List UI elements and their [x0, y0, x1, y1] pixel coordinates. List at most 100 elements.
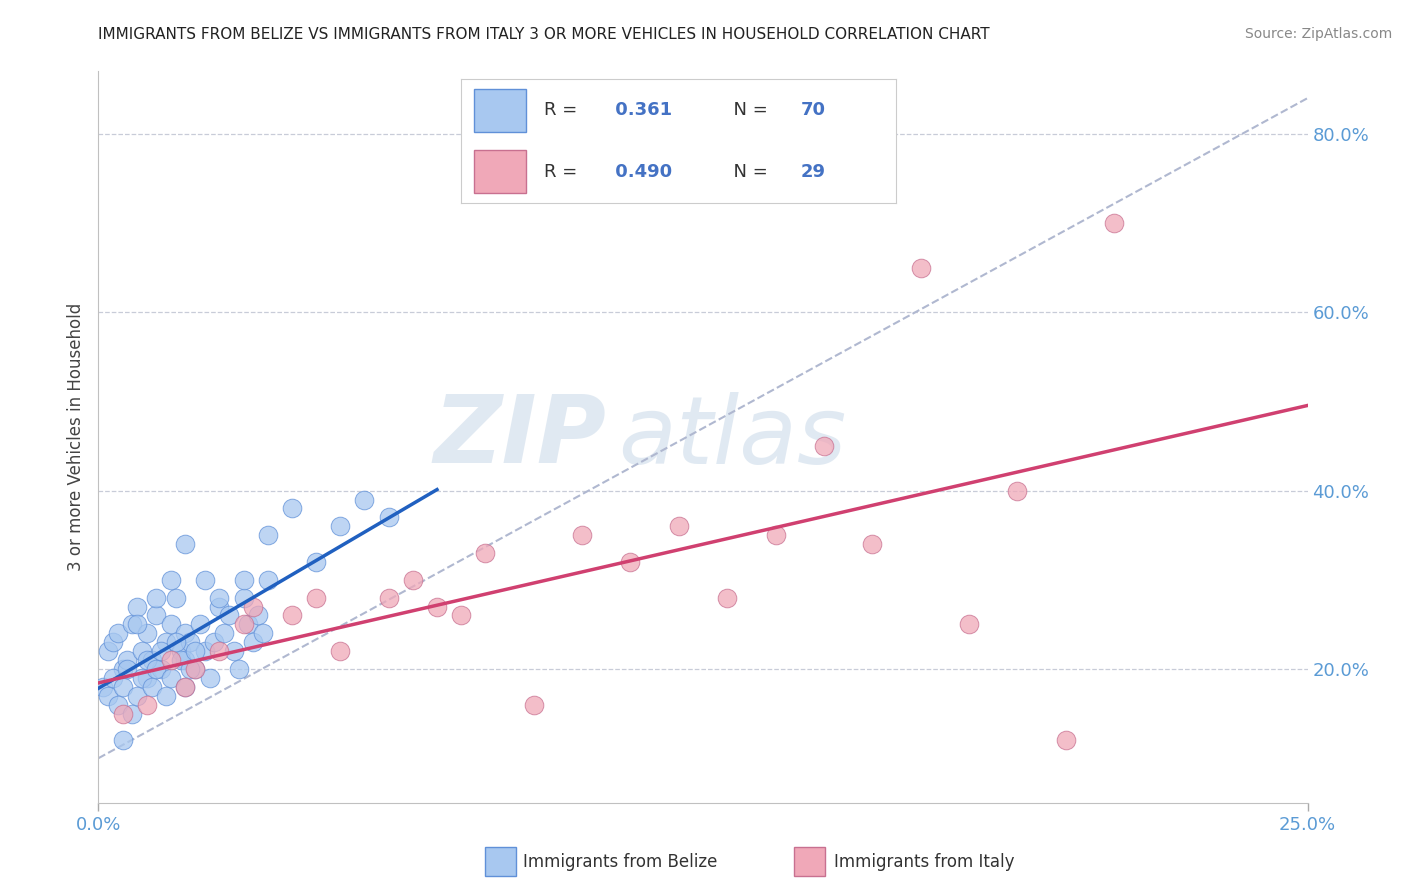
Point: [101, 635, 124, 649]
Point: [135, 626, 157, 640]
Point: [1054, 733, 1077, 747]
Point: [860, 537, 883, 551]
Point: [1102, 216, 1125, 230]
Point: [329, 519, 352, 533]
Point: [957, 617, 980, 632]
Point: [1007, 483, 1029, 498]
Text: Immigrants from Italy: Immigrants from Italy: [834, 853, 1014, 871]
Point: [155, 689, 177, 703]
Point: [111, 733, 134, 747]
Point: [222, 644, 245, 658]
Point: [208, 644, 231, 658]
Point: [127, 617, 149, 632]
Point: [121, 706, 143, 721]
Point: [160, 573, 183, 587]
Point: [198, 671, 221, 685]
Point: [131, 671, 153, 685]
Point: [135, 671, 157, 685]
Point: [135, 698, 157, 712]
Point: [377, 510, 399, 524]
Point: [97, 644, 120, 658]
Point: [135, 653, 157, 667]
Point: [305, 591, 328, 605]
Point: [571, 528, 593, 542]
Point: [281, 501, 304, 516]
Point: [668, 519, 690, 533]
Point: [377, 591, 399, 605]
Point: [174, 626, 197, 640]
Point: [353, 492, 375, 507]
Point: [179, 662, 201, 676]
Point: [101, 671, 124, 685]
Point: [174, 537, 197, 551]
Point: [127, 689, 149, 703]
Point: [160, 671, 183, 685]
Point: [117, 653, 139, 667]
Point: [91, 680, 114, 694]
Point: [160, 653, 183, 667]
Point: [329, 644, 352, 658]
Point: [232, 573, 254, 587]
Point: [174, 653, 197, 667]
Point: [218, 608, 240, 623]
Point: [204, 635, 226, 649]
Point: [184, 662, 207, 676]
Point: [228, 662, 250, 676]
Point: [474, 546, 496, 560]
Point: [232, 591, 254, 605]
Point: [619, 555, 641, 569]
Point: [165, 591, 187, 605]
Point: [165, 635, 187, 649]
Point: [813, 439, 835, 453]
Point: [716, 591, 738, 605]
Text: ZIP: ZIP: [433, 391, 606, 483]
Text: IMMIGRANTS FROM BELIZE VS IMMIGRANTS FROM ITALY 3 OR MORE VEHICLES IN HOUSEHOLD : IMMIGRANTS FROM BELIZE VS IMMIGRANTS FRO…: [98, 27, 990, 42]
Point: [145, 608, 167, 623]
Point: [150, 644, 173, 658]
Point: [450, 608, 472, 623]
Point: [145, 591, 167, 605]
Point: [242, 635, 264, 649]
Point: [169, 644, 191, 658]
Point: [184, 644, 207, 658]
Point: [910, 260, 932, 275]
Point: [232, 617, 254, 632]
Point: [131, 644, 153, 658]
Point: [188, 617, 211, 632]
Point: [212, 626, 235, 640]
Point: [256, 528, 278, 542]
Point: [121, 617, 143, 632]
Point: [184, 662, 207, 676]
Point: [208, 591, 231, 605]
Point: [305, 555, 328, 569]
Point: [97, 689, 120, 703]
Point: [247, 608, 270, 623]
Point: [111, 706, 134, 721]
Point: [281, 608, 304, 623]
Point: [194, 644, 217, 658]
Point: [141, 680, 163, 694]
Point: [174, 680, 197, 694]
Point: [145, 662, 167, 676]
Point: [179, 635, 201, 649]
Point: [155, 635, 177, 649]
Point: [127, 599, 149, 614]
Point: [194, 573, 217, 587]
Point: [141, 653, 163, 667]
Point: [252, 626, 274, 640]
Point: [111, 662, 134, 676]
Point: [117, 662, 139, 676]
Point: [238, 617, 260, 632]
Point: [242, 599, 264, 614]
Point: [160, 617, 183, 632]
Point: [150, 662, 173, 676]
Point: [208, 599, 231, 614]
Point: [426, 599, 449, 614]
Point: [169, 653, 191, 667]
Text: Source: ZipAtlas.com: Source: ZipAtlas.com: [1244, 27, 1392, 41]
Point: [256, 573, 278, 587]
Point: [523, 698, 546, 712]
Point: [765, 528, 787, 542]
Y-axis label: 3 or more Vehicles in Household: 3 or more Vehicles in Household: [66, 303, 84, 571]
Text: Immigrants from Belize: Immigrants from Belize: [523, 853, 717, 871]
